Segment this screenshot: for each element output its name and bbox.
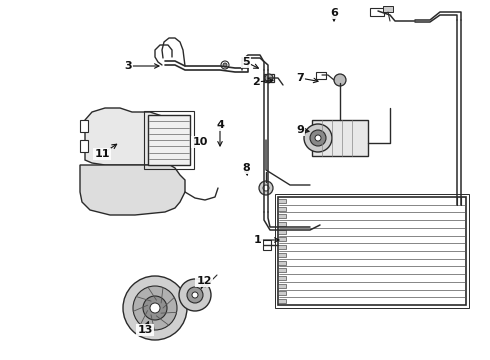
Text: 7: 7: [296, 73, 304, 83]
Bar: [278, 292, 286, 296]
Circle shape: [223, 63, 227, 67]
Bar: [263, 240, 271, 250]
Bar: [275, 194, 469, 308]
Bar: [370, 8, 384, 16]
Text: 8: 8: [242, 163, 250, 173]
Polygon shape: [80, 165, 185, 215]
Bar: [278, 207, 286, 211]
Circle shape: [179, 279, 211, 311]
Text: 1: 1: [254, 235, 262, 245]
Circle shape: [265, 74, 273, 82]
Bar: [278, 214, 286, 218]
Text: 11: 11: [94, 149, 110, 159]
Bar: [278, 197, 466, 305]
Text: 4: 4: [216, 120, 224, 130]
Bar: [278, 261, 286, 265]
Text: 5: 5: [242, 57, 250, 67]
Circle shape: [259, 181, 273, 195]
Circle shape: [187, 287, 203, 303]
Text: 6: 6: [330, 8, 338, 18]
Bar: [278, 284, 286, 288]
Circle shape: [123, 276, 187, 340]
Bar: [278, 230, 286, 234]
Text: 9: 9: [296, 125, 304, 135]
Circle shape: [143, 296, 167, 320]
Bar: [312, 120, 368, 156]
Text: 10: 10: [192, 137, 208, 147]
Circle shape: [263, 185, 269, 191]
Circle shape: [150, 303, 160, 313]
Bar: [278, 245, 286, 249]
Bar: [278, 238, 286, 242]
Circle shape: [310, 130, 326, 146]
Circle shape: [133, 286, 177, 330]
Text: 13: 13: [137, 325, 153, 335]
Bar: [316, 72, 326, 79]
Circle shape: [192, 292, 198, 298]
Bar: [80, 120, 88, 132]
Bar: [383, 6, 393, 12]
Circle shape: [334, 74, 346, 86]
Polygon shape: [85, 108, 170, 165]
Text: 3: 3: [124, 61, 132, 71]
Bar: [144, 111, 194, 169]
Text: 12: 12: [196, 276, 212, 286]
Circle shape: [304, 124, 332, 152]
Bar: [278, 299, 286, 303]
Bar: [278, 222, 286, 226]
Bar: [278, 268, 286, 272]
Bar: [80, 140, 88, 152]
Bar: [278, 276, 286, 280]
Bar: [278, 253, 286, 257]
Bar: [264, 74, 274, 82]
Bar: [148, 115, 190, 165]
Text: 2: 2: [252, 77, 260, 87]
Bar: [168, 121, 178, 135]
Bar: [278, 199, 286, 203]
Circle shape: [315, 135, 321, 141]
